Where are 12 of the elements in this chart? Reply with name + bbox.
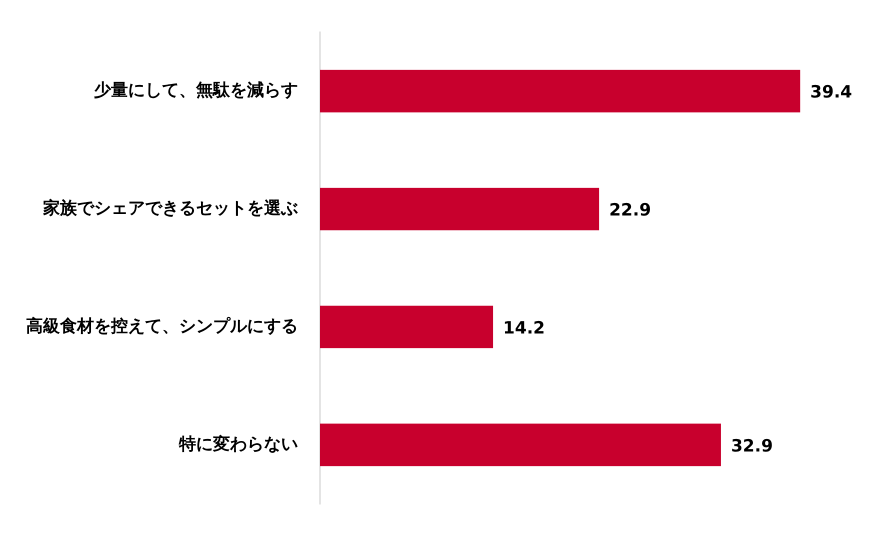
y-tick-label: 家族でシェアできるセットを選ぶ	[42, 198, 298, 218]
data-label: 14.2	[503, 318, 546, 338]
data-label: 39.4	[810, 82, 852, 103]
bar	[320, 424, 721, 466]
bar	[320, 306, 494, 348]
y-tick-label: 少量にして、無駄を減らす	[94, 80, 298, 101]
y-tick-label: 特に変わらない	[178, 434, 298, 454]
bar	[320, 70, 800, 112]
y-tick-label: 高級食材を控えて、シンプルにする	[26, 316, 298, 336]
data-label: 22.9	[609, 200, 652, 220]
bar	[320, 188, 600, 230]
data-label: 32.9	[730, 436, 773, 456]
